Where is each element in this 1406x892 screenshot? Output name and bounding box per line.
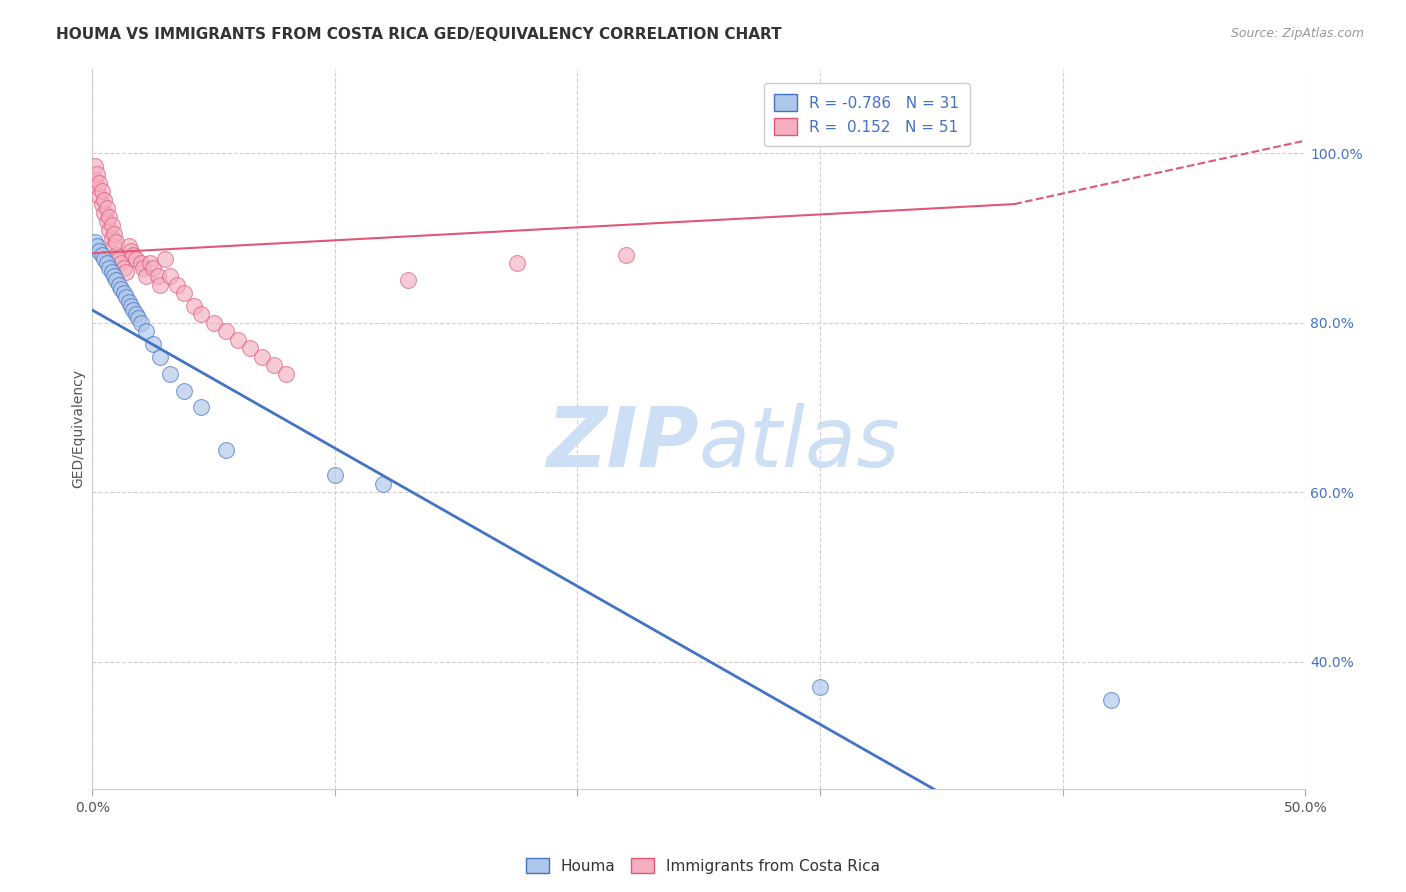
Point bbox=[96, 256, 118, 270]
Text: ZIP: ZIP bbox=[546, 402, 699, 483]
Point bbox=[202, 316, 225, 330]
Point bbox=[105, 273, 128, 287]
Point bbox=[96, 214, 118, 228]
Point bbox=[100, 231, 122, 245]
Point bbox=[190, 307, 212, 321]
Point bbox=[100, 265, 122, 279]
Point bbox=[98, 222, 121, 236]
Point bbox=[190, 401, 212, 415]
Point bbox=[122, 248, 145, 262]
Point bbox=[129, 316, 152, 330]
Point bbox=[86, 180, 108, 194]
Legend: Houma, Immigrants from Costa Rica: Houma, Immigrants from Costa Rica bbox=[520, 852, 886, 880]
Point bbox=[117, 239, 139, 253]
Point bbox=[129, 256, 152, 270]
Point bbox=[103, 239, 125, 253]
Point bbox=[135, 324, 157, 338]
Point bbox=[614, 248, 637, 262]
Point bbox=[105, 248, 128, 262]
Point bbox=[153, 252, 176, 267]
Point bbox=[373, 476, 395, 491]
Point bbox=[115, 265, 138, 279]
Text: Source: ZipAtlas.com: Source: ZipAtlas.com bbox=[1230, 27, 1364, 40]
Point bbox=[214, 324, 236, 338]
Point bbox=[96, 202, 118, 216]
Point bbox=[120, 244, 142, 258]
Point bbox=[112, 286, 135, 301]
Point bbox=[149, 350, 172, 364]
Point bbox=[135, 269, 157, 284]
Point bbox=[159, 269, 181, 284]
Point bbox=[83, 159, 105, 173]
Point bbox=[142, 337, 165, 351]
Point bbox=[173, 384, 195, 398]
Point bbox=[506, 256, 529, 270]
Point bbox=[103, 227, 125, 241]
Point bbox=[125, 307, 148, 321]
Legend: R = -0.786   N = 31, R =  0.152   N = 51: R = -0.786 N = 31, R = 0.152 N = 51 bbox=[763, 83, 970, 145]
Text: HOUMA VS IMMIGRANTS FROM COSTA RICA GED/EQUIVALENCY CORRELATION CHART: HOUMA VS IMMIGRANTS FROM COSTA RICA GED/… bbox=[56, 27, 782, 42]
Point bbox=[139, 256, 162, 270]
Point bbox=[166, 277, 188, 292]
Text: atlas: atlas bbox=[699, 402, 900, 483]
Point bbox=[108, 277, 131, 292]
Point bbox=[250, 350, 273, 364]
Point bbox=[86, 168, 108, 182]
Point bbox=[149, 277, 172, 292]
Point bbox=[183, 299, 205, 313]
Point bbox=[808, 680, 831, 694]
Point bbox=[86, 239, 108, 253]
Point bbox=[89, 176, 111, 190]
Point bbox=[89, 244, 111, 258]
Point bbox=[83, 235, 105, 250]
Point bbox=[323, 468, 346, 483]
Point bbox=[276, 367, 298, 381]
Point bbox=[90, 197, 112, 211]
Point bbox=[110, 282, 132, 296]
Point bbox=[105, 235, 128, 250]
Point bbox=[83, 171, 105, 186]
Point bbox=[239, 341, 262, 355]
Point bbox=[159, 367, 181, 381]
Point bbox=[396, 273, 419, 287]
Point bbox=[226, 333, 249, 347]
Point bbox=[127, 311, 149, 326]
Point bbox=[112, 260, 135, 275]
Point bbox=[120, 299, 142, 313]
Point bbox=[98, 210, 121, 224]
Point bbox=[103, 269, 125, 284]
Point bbox=[132, 260, 155, 275]
Point bbox=[90, 248, 112, 262]
Point bbox=[90, 185, 112, 199]
Point bbox=[173, 286, 195, 301]
Point bbox=[122, 303, 145, 318]
Point bbox=[115, 290, 138, 304]
Point bbox=[1099, 693, 1122, 707]
Y-axis label: GED/Equivalency: GED/Equivalency bbox=[72, 369, 86, 488]
Point bbox=[263, 358, 285, 372]
Point bbox=[146, 269, 169, 284]
Point bbox=[142, 260, 165, 275]
Point bbox=[93, 205, 115, 219]
Point bbox=[214, 442, 236, 457]
Point bbox=[98, 260, 121, 275]
Point bbox=[89, 188, 111, 202]
Point bbox=[110, 256, 132, 270]
Point bbox=[117, 294, 139, 309]
Point bbox=[108, 252, 131, 267]
Point bbox=[100, 219, 122, 233]
Point bbox=[93, 252, 115, 267]
Point bbox=[93, 193, 115, 207]
Point bbox=[125, 252, 148, 267]
